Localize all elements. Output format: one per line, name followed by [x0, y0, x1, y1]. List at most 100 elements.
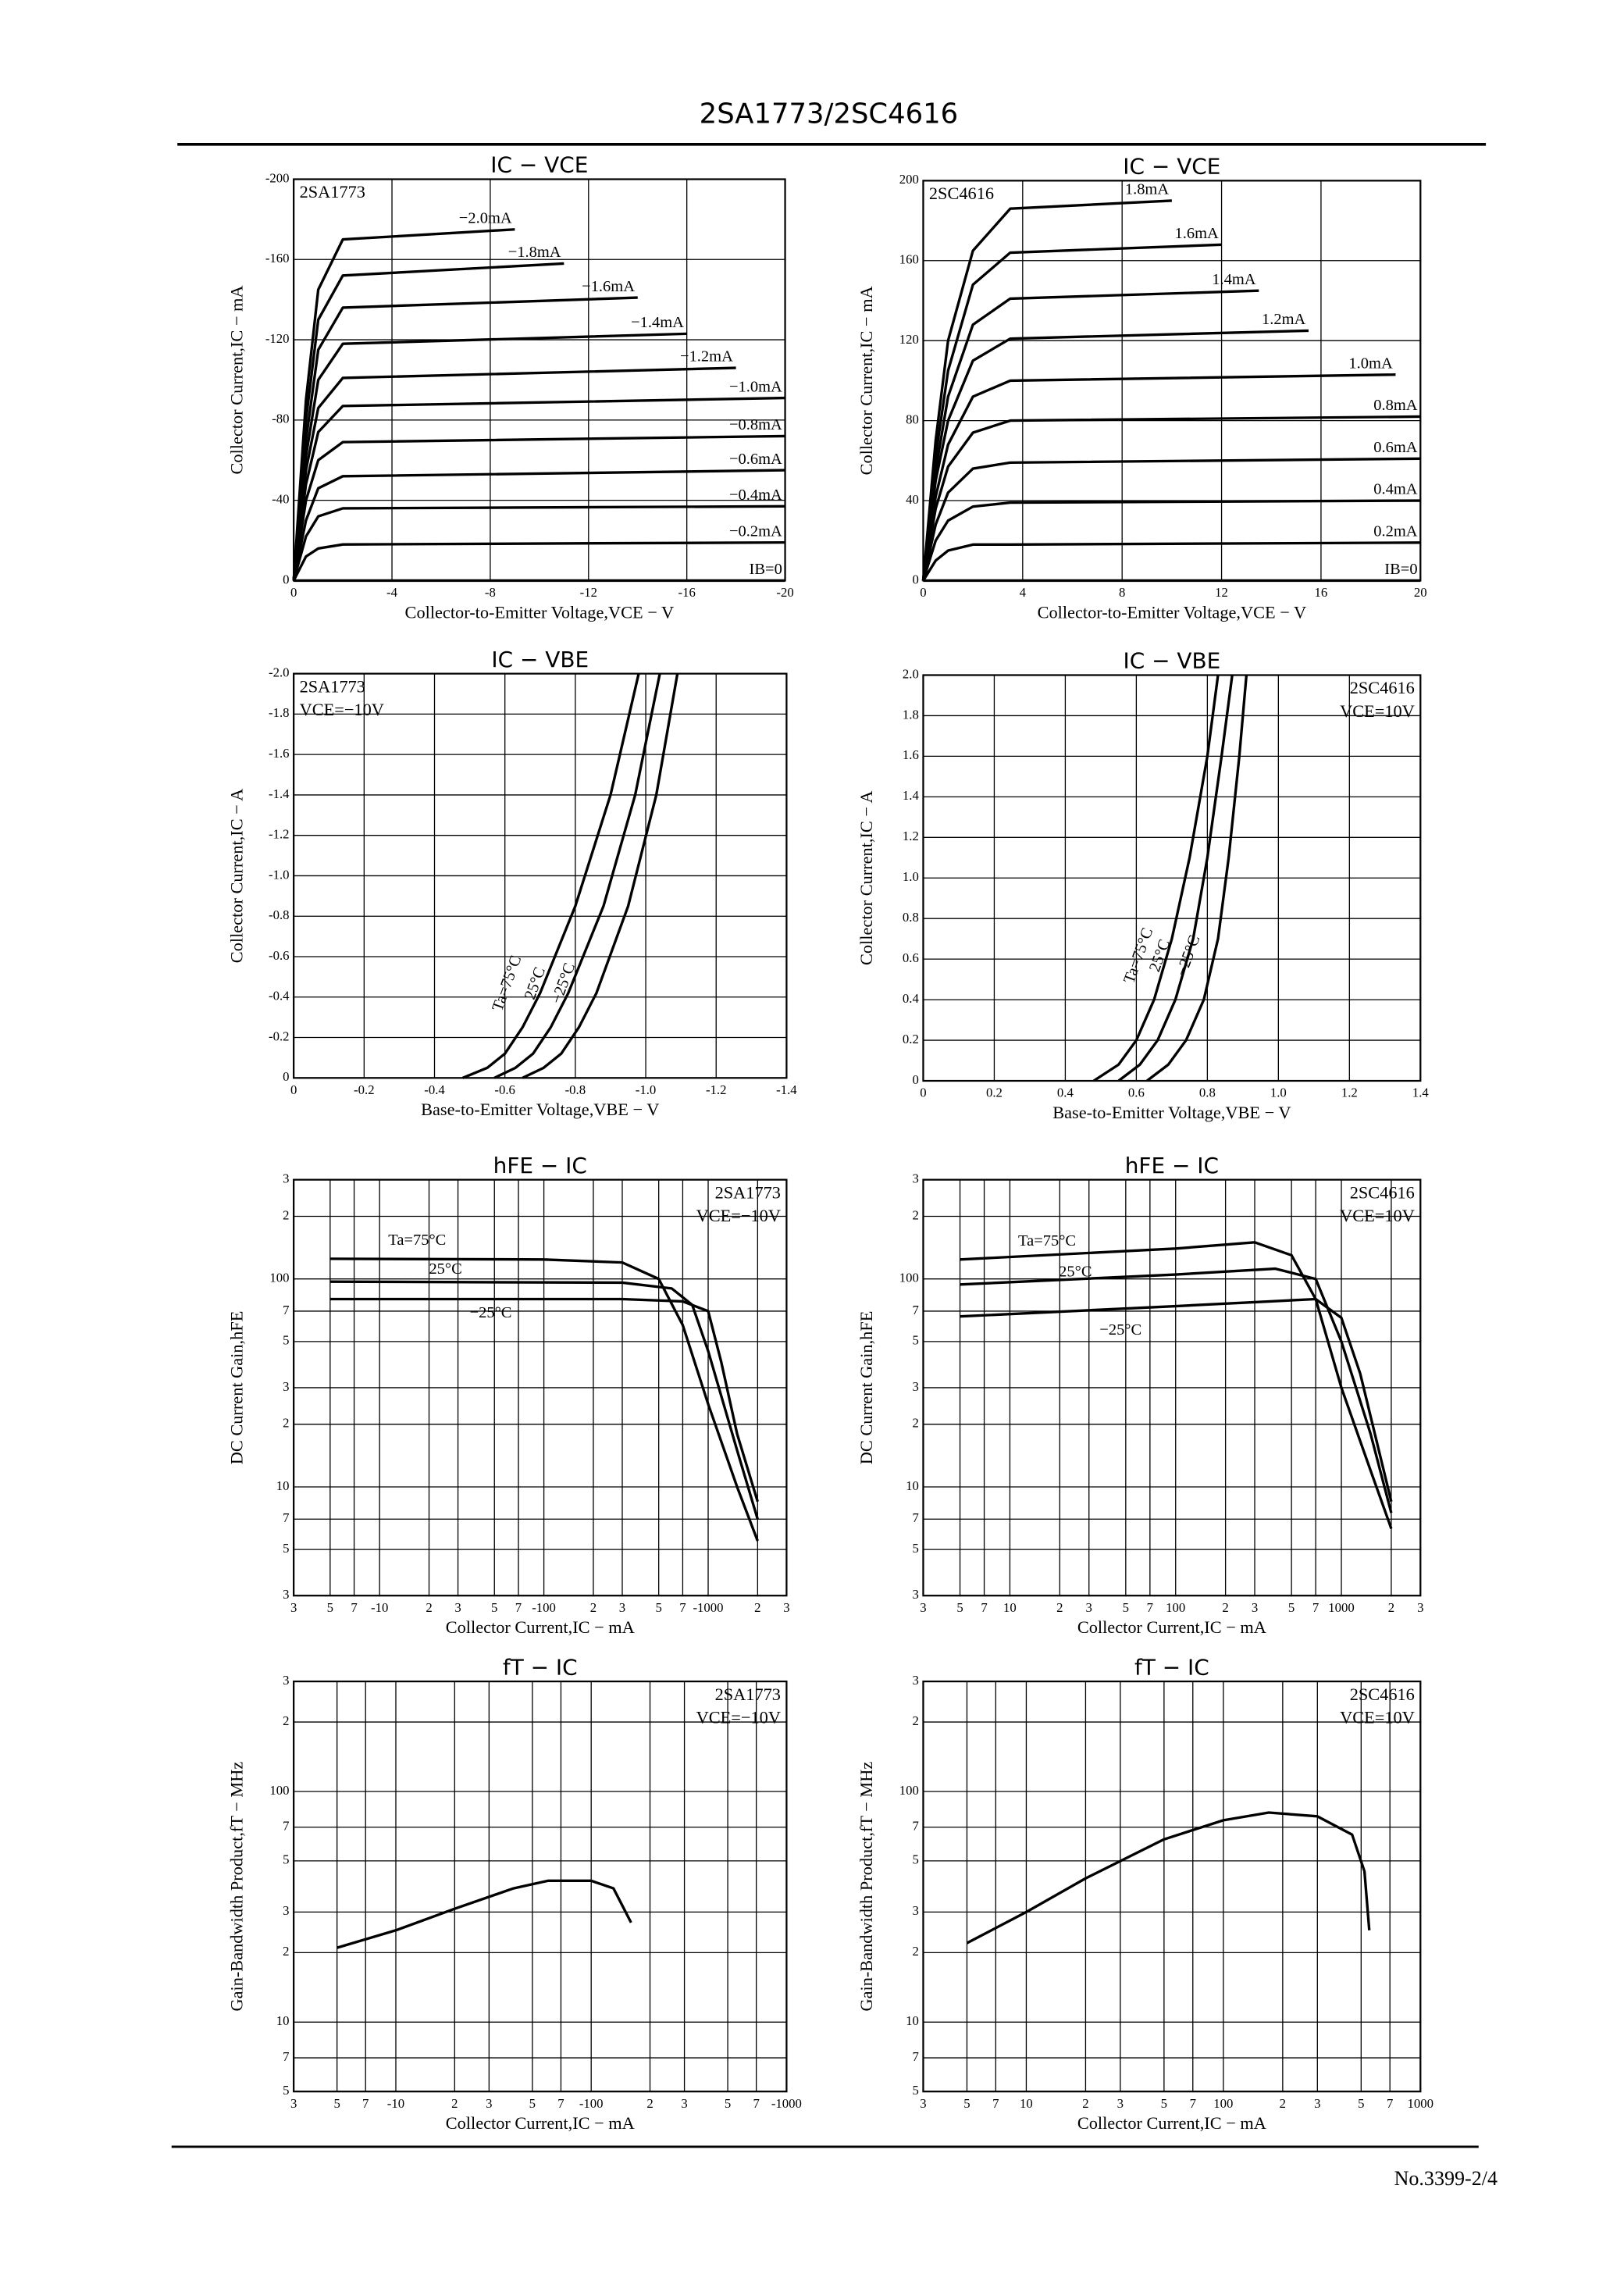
chart-annotation: 2SA1773: [300, 676, 365, 696]
chart-annotation: 2SC4616: [929, 184, 994, 203]
y-tick-label: 100: [269, 1783, 289, 1798]
x-tick-label: -1.0: [636, 1082, 657, 1097]
y-tick-label: 1.8: [903, 707, 919, 722]
curve: [966, 1811, 1371, 1945]
curve-label: −1.0mA: [729, 378, 782, 395]
y-tick-label: 3: [283, 1673, 289, 1688]
y-tick-label: 2: [912, 1207, 918, 1222]
y-axis-label: Collector Current,IC − A: [857, 791, 876, 965]
curve-label: 1.4mA: [1212, 271, 1256, 288]
y-tick-label: -0.6: [269, 948, 290, 963]
y-tick-label: 7: [283, 1303, 289, 1317]
x-tick-label: -1.4: [776, 1082, 797, 1097]
chart-title: IC − VCE: [490, 152, 588, 178]
curve-label: 0.8mA: [1373, 397, 1418, 414]
x-tick-label: -100: [579, 2096, 604, 2111]
x-tick-label: -1000: [693, 1600, 723, 1615]
x-tick-label: 2: [1056, 1600, 1063, 1615]
x-tick-label: 5: [725, 2096, 731, 2111]
y-tick-label: 3: [912, 1903, 918, 1918]
x-tick-label: 5: [1123, 1600, 1129, 1615]
x-tick-label: 3: [619, 1600, 625, 1615]
curve: [921, 199, 1172, 581]
curve-label: 0.2mA: [1373, 522, 1418, 540]
y-tick-label: -0.2: [269, 1028, 290, 1043]
curve: [522, 673, 679, 1079]
chart-annotation: VCE=10V: [1340, 1708, 1415, 1727]
y-tick-label: -200: [265, 170, 290, 185]
plot-frame: [922, 1680, 1422, 2093]
y-tick-label: 7: [912, 1303, 918, 1317]
curve-label: 25°C: [429, 1260, 461, 1278]
y-tick-label: 0.6: [903, 950, 919, 965]
x-tick-label: 1000: [1408, 2096, 1433, 2111]
y-tick-label: -1.8: [269, 705, 290, 720]
x-tick-label: 7: [992, 2096, 999, 2111]
y-tick-label: 0.4: [903, 991, 920, 1006]
chart-annotation: VCE=−10V: [696, 1206, 781, 1225]
x-tick-label: 2: [646, 2096, 653, 2111]
y-tick-label: 200: [899, 172, 919, 187]
x-tick-label: 3: [1117, 2096, 1124, 2111]
x-tick-label: 10: [1020, 2096, 1033, 2111]
x-tick-label: 5: [1288, 1600, 1295, 1615]
y-tick-label: 5: [912, 1333, 918, 1348]
x-tick-label: 5: [491, 1600, 497, 1615]
curve: [960, 1267, 1393, 1513]
x-tick-label: 0.4: [1057, 1086, 1074, 1100]
curve: [292, 434, 785, 581]
y-tick-label: 3: [912, 1587, 918, 1602]
curve: [329, 1297, 759, 1503]
chart-title: IC − VCE: [1123, 154, 1220, 180]
x-tick-label: -12: [580, 585, 597, 600]
y-tick-label: 7: [283, 2049, 289, 2064]
plot-frame: [293, 1680, 788, 2093]
y-tick-label: 2: [283, 1713, 289, 1728]
y-tick-label: 2: [912, 1416, 918, 1431]
chart-annotation: VCE=10V: [1340, 701, 1415, 721]
curve-label: −0.8mA: [729, 416, 782, 433]
curve: [292, 469, 785, 581]
x-tick-label: 2: [1222, 1600, 1228, 1615]
y-tick-label: 10: [906, 1478, 919, 1493]
x-tick-label: 0: [920, 1086, 926, 1100]
chart-annotation: VCE=−10V: [300, 700, 384, 719]
y-tick-label: 10: [906, 2013, 919, 2028]
x-tick-label: 5: [1161, 2096, 1167, 2111]
x-tick-label: 2: [754, 1600, 760, 1615]
x-tick-label: -4: [386, 585, 398, 600]
y-tick-label: 10: [276, 1478, 290, 1493]
x-tick-label: 100: [1213, 2096, 1233, 2111]
curve-label: −0.6mA: [729, 451, 782, 468]
x-tick-label: 7: [362, 2096, 369, 2111]
x-axis-label: Collector-to-Emitter Voltage,VCE − V: [1038, 602, 1307, 622]
x-axis-label: Collector Current,IC − mA: [446, 2113, 635, 2133]
chart-annotation: 2SC4616: [1350, 678, 1415, 697]
curve: [292, 540, 785, 582]
curve-label: −2.0mA: [459, 209, 512, 226]
x-axis-label: Base-to-Emitter Voltage,VBE − V: [421, 1100, 659, 1119]
x-tick-label: -16: [678, 585, 696, 600]
curve: [461, 673, 640, 1079]
y-tick-label: 2: [912, 1713, 918, 1728]
y-tick-label: 5: [283, 2083, 289, 2098]
y-tick-label: -120: [265, 331, 290, 346]
y-tick-label: 0.8: [903, 910, 919, 925]
chart-annotation: 2SA1773: [715, 1182, 781, 1202]
x-axis-label: Collector Current,IC − mA: [446, 1617, 635, 1637]
y-tick-label: 100: [269, 1271, 289, 1285]
curve-label: 1.2mA: [1262, 311, 1306, 328]
y-tick-label: -1.6: [269, 746, 290, 761]
x-tick-label: 10: [1003, 1600, 1017, 1615]
curve: [960, 1297, 1393, 1503]
curve-label: −25°C: [470, 1304, 512, 1321]
x-tick-label: 0: [290, 1082, 297, 1097]
x-tick-label: 3: [454, 1600, 461, 1615]
x-tick-label: 7: [1312, 1600, 1319, 1615]
x-tick-label: 7: [753, 2096, 759, 2111]
y-tick-label: 5: [283, 1541, 289, 1556]
curve-label: Ta=75°C: [388, 1232, 446, 1249]
y-tick-label: 2: [912, 1944, 918, 1959]
y-tick-label: 1.2: [903, 829, 919, 843]
